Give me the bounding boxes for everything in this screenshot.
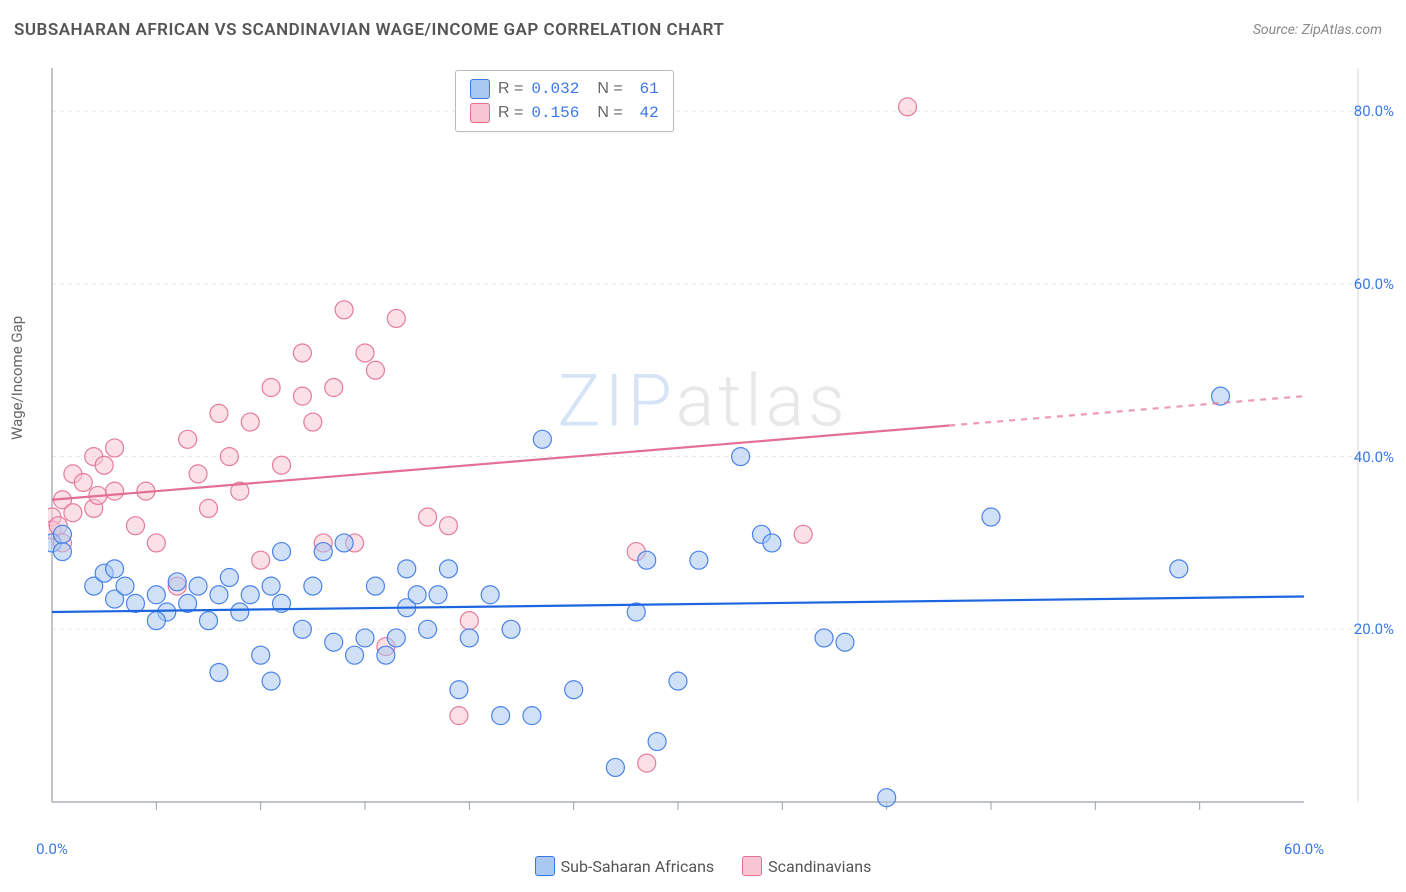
legend-n-value-pink: 42 xyxy=(631,101,659,125)
y-tick-label: 40.0% xyxy=(1354,448,1394,466)
series-label-pink: Scandinavians xyxy=(768,857,871,876)
legend-n-value-blue: 61 xyxy=(631,77,659,101)
series-legend-item-pink: Scandinavians xyxy=(742,856,871,876)
correlation-legend-row-blue: R = 0.032 N = 61 xyxy=(470,77,659,101)
legend-swatch-blue xyxy=(470,79,490,99)
chart-frame: SUBSAHARAN AFRICAN VS SCANDINAVIAN WAGE/… xyxy=(0,0,1406,892)
y-tick-label: 20.0% xyxy=(1354,620,1394,638)
legend-r-value-blue: 0.032 xyxy=(531,77,579,101)
scatter-plot-svg xyxy=(48,62,1364,834)
legend-n-label: N = xyxy=(597,77,622,101)
series-label-blue: Sub-Saharan Africans xyxy=(561,857,715,876)
source-attribution: Source: ZipAtlas.com xyxy=(1253,22,1382,38)
chart-title: SUBSAHARAN AFRICAN VS SCANDINAVIAN WAGE/… xyxy=(14,20,724,40)
y-tick-label: 80.0% xyxy=(1354,102,1394,120)
x-tick-label: 0.0% xyxy=(36,840,68,858)
correlation-legend-row-pink: R = 0.156 N = 42 xyxy=(470,101,659,125)
legend-r-label: R = xyxy=(498,101,523,125)
legend-n-label: N = xyxy=(597,101,622,125)
legend-swatch-pink xyxy=(470,103,490,123)
correlation-legend: R = 0.032 N = 61 R = 0.156 N = 42 xyxy=(455,70,674,132)
x-tick-label: 60.0% xyxy=(1284,840,1324,858)
legend-r-value-pink: 0.156 xyxy=(531,101,579,125)
y-axis-label: Wage/Income Gap xyxy=(8,316,26,440)
legend-swatch-blue xyxy=(535,856,555,876)
series-legend-item-blue: Sub-Saharan Africans xyxy=(535,856,715,876)
legend-r-label: R = xyxy=(498,77,523,101)
series-legend: Sub-Saharan Africans Scandinavians xyxy=(0,856,1406,880)
y-tick-label: 60.0% xyxy=(1354,275,1394,293)
plot-area xyxy=(48,62,1364,834)
legend-swatch-pink xyxy=(742,856,762,876)
